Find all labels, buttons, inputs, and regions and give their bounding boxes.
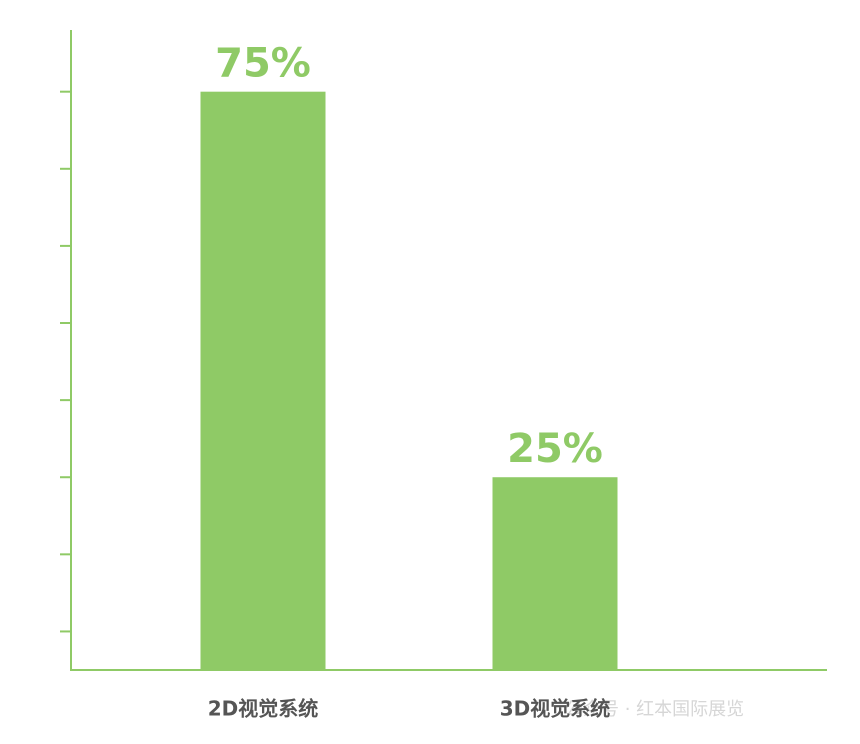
- bar: [492, 477, 618, 670]
- x-tick-label: 3D视觉系统: [500, 697, 611, 721]
- bar: [200, 91, 326, 670]
- watermark: 公众号 · 红本国际展览: [565, 699, 744, 720]
- x-tick-label: 2D视觉系统: [208, 697, 319, 721]
- value-label: 25%: [507, 426, 603, 472]
- value-label: 75%: [215, 41, 311, 87]
